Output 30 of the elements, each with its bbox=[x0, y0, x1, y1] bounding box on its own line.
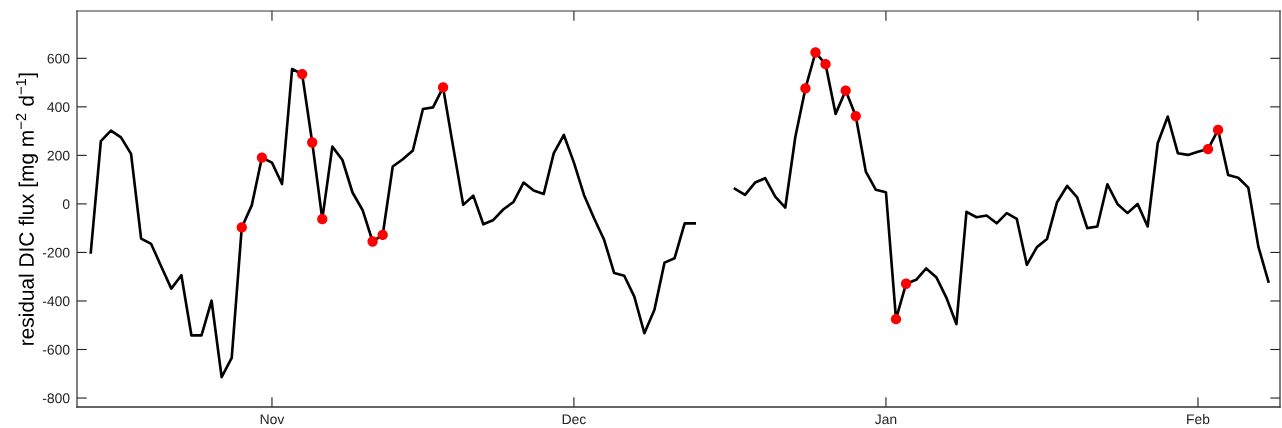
point bbox=[377, 229, 388, 241]
y-tick-label: -200 bbox=[42, 247, 70, 258]
y-tick-label: -800 bbox=[42, 393, 70, 404]
point bbox=[840, 85, 851, 96]
point bbox=[900, 278, 912, 289]
point bbox=[810, 47, 821, 58]
point bbox=[307, 137, 318, 148]
y-tick-label: 200 bbox=[47, 150, 70, 161]
point bbox=[317, 214, 328, 225]
y-axis-title: residual DIC flux [mg m$^{−2}$ d$^{−1}$] bbox=[15, 73, 39, 345]
point bbox=[1212, 124, 1224, 136]
x-tick-label: Dec bbox=[562, 414, 586, 425]
point bbox=[890, 314, 902, 325]
point bbox=[256, 152, 268, 163]
point bbox=[820, 58, 831, 70]
point bbox=[236, 222, 247, 233]
point bbox=[437, 82, 449, 93]
y-tick-label: 0 bbox=[62, 199, 70, 210]
point bbox=[850, 110, 861, 122]
x-tick-label: Nov bbox=[260, 414, 285, 425]
point bbox=[297, 68, 308, 80]
x-tick-label: Jan bbox=[874, 414, 897, 425]
y-tick-label: -600 bbox=[42, 344, 70, 355]
x-tick-label: Feb bbox=[1187, 413, 1210, 425]
y-tick-label: -400 bbox=[42, 296, 70, 307]
y-tick-label: 400 bbox=[47, 102, 70, 113]
point bbox=[800, 83, 811, 94]
y-tick-label: 600 bbox=[47, 53, 70, 64]
point bbox=[367, 236, 378, 247]
point bbox=[1202, 143, 1214, 155]
